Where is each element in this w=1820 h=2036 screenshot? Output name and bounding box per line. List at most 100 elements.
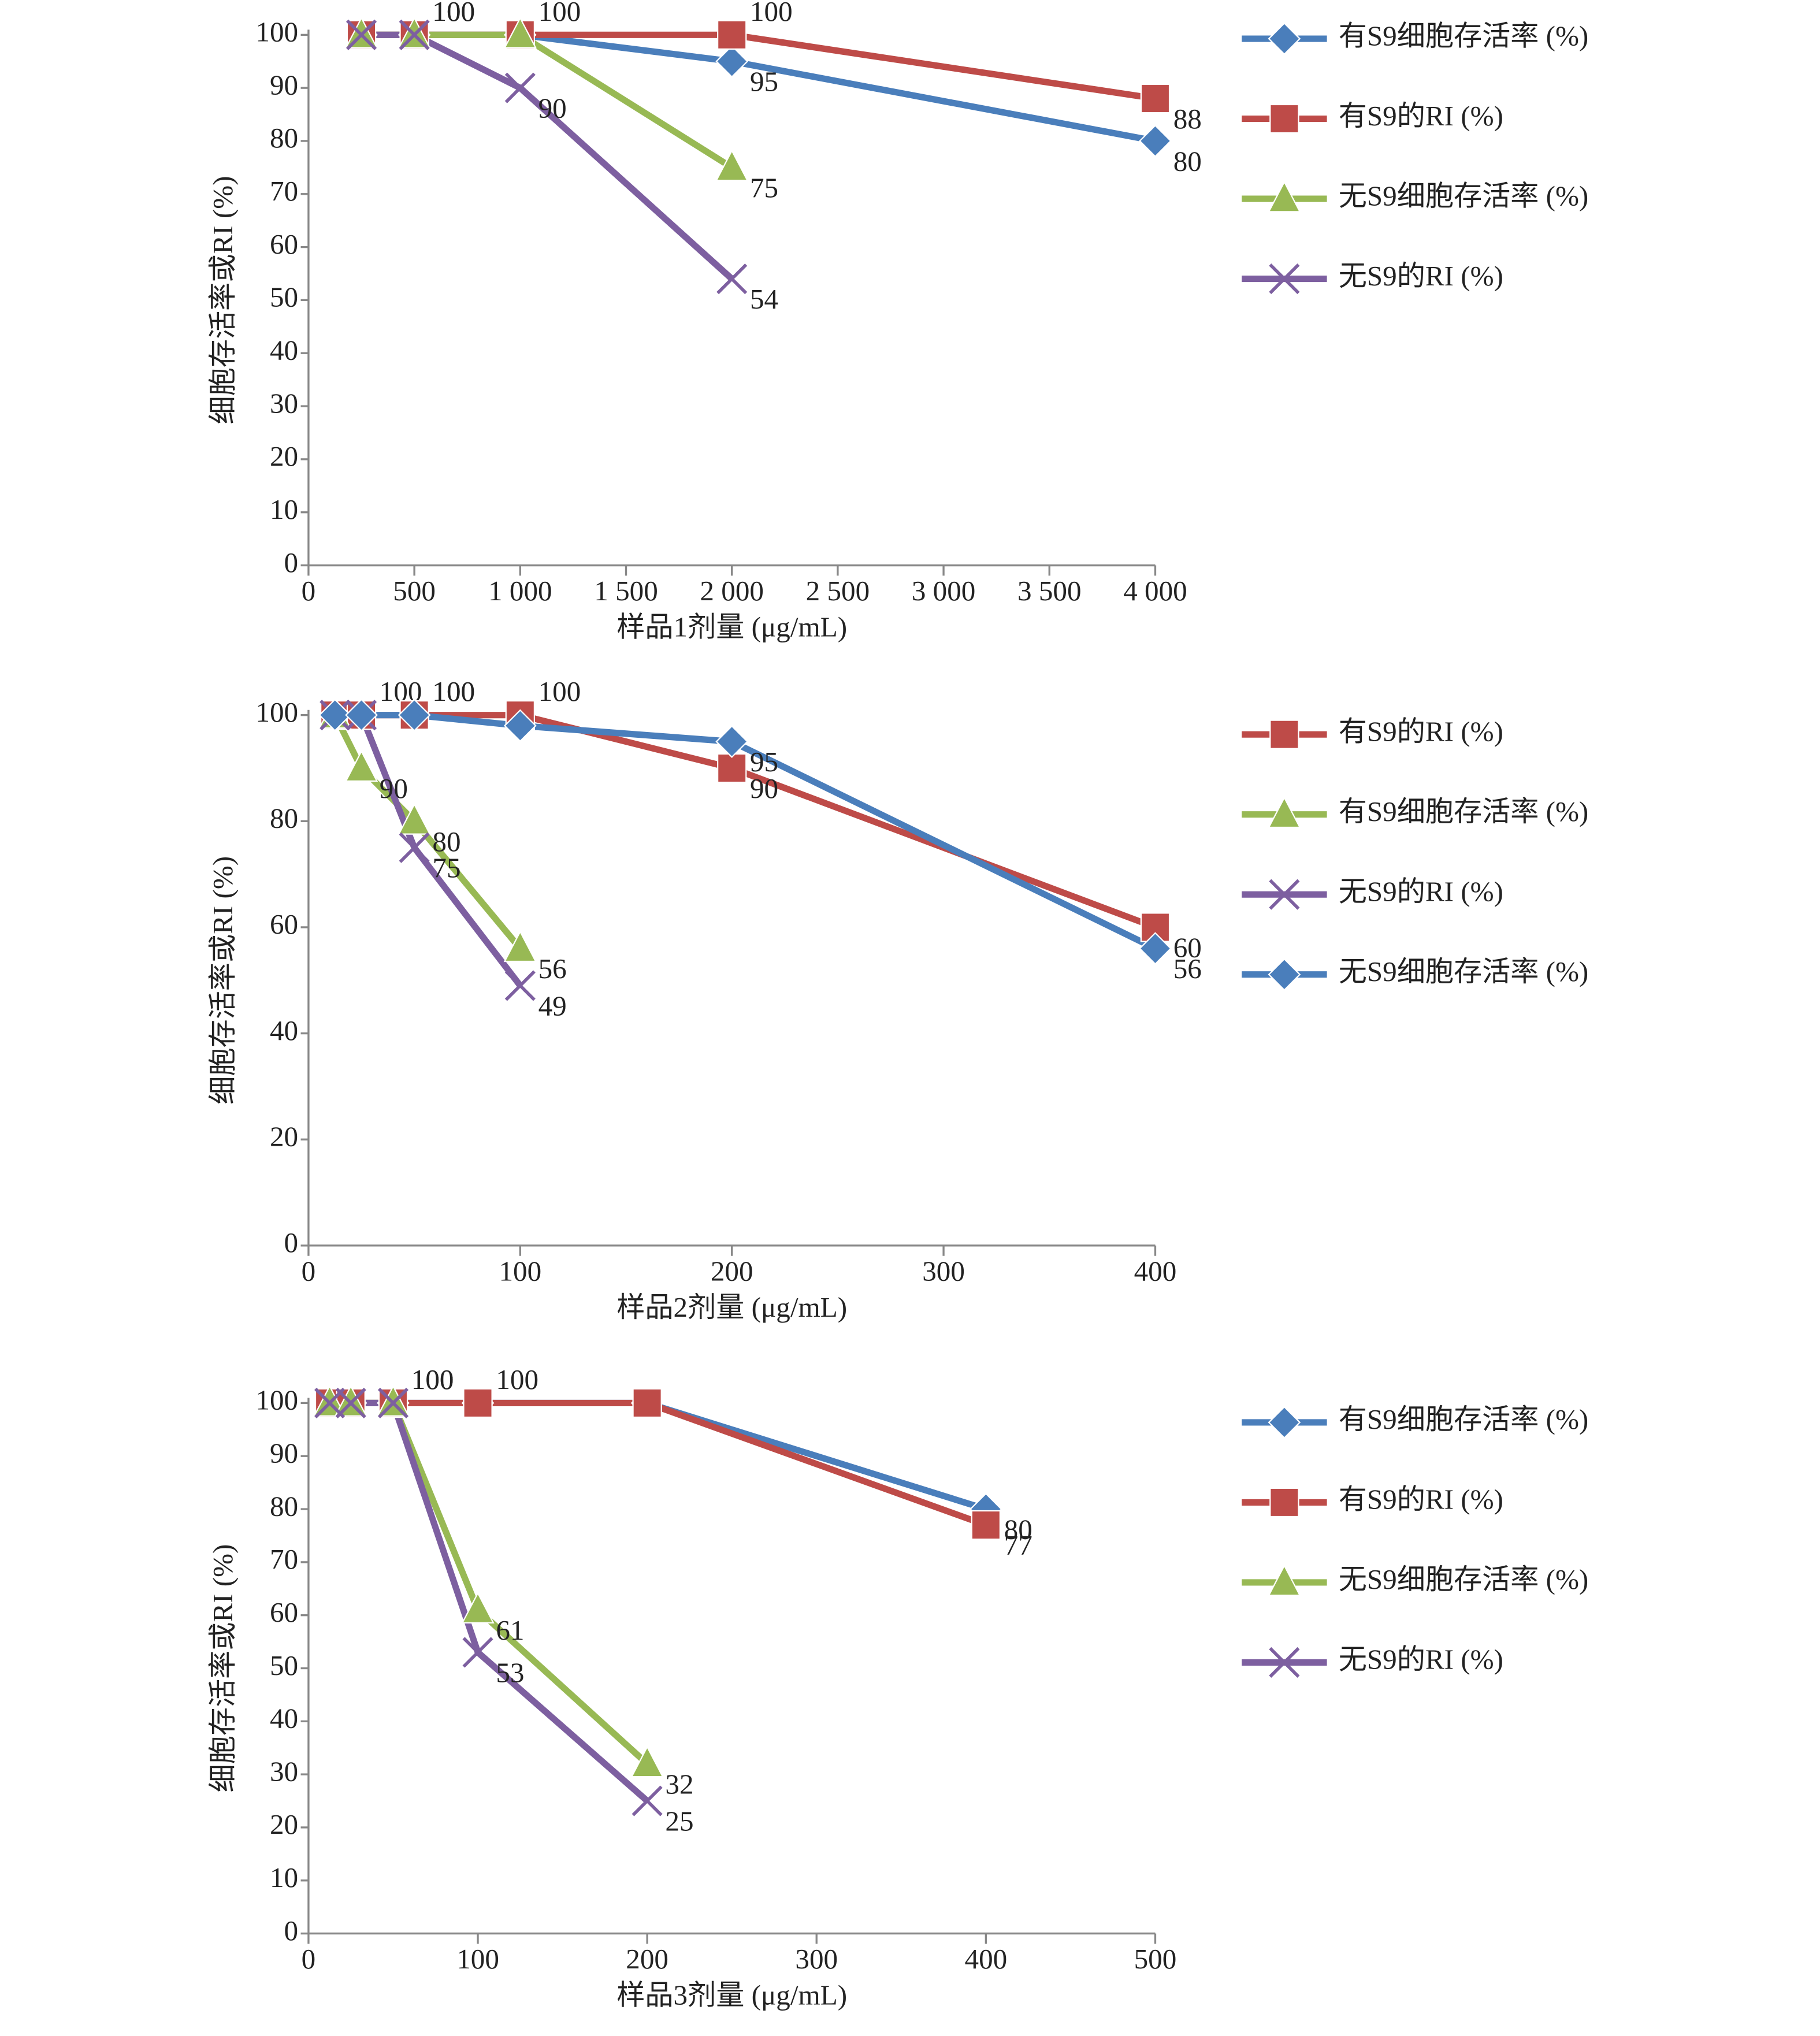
- data-label: 80: [1004, 1514, 1032, 1545]
- legend-label: 有S9细胞存活率 (%): [1339, 20, 1589, 51]
- x-tick-label: 200: [626, 1943, 668, 1975]
- x-tick-label: 200: [711, 1255, 753, 1287]
- data-point: [503, 930, 537, 963]
- y-tick-label: 40: [270, 1015, 298, 1046]
- x-tick-label: 300: [795, 1943, 838, 1975]
- data-point: [399, 19, 430, 50]
- data-point: [1140, 83, 1171, 114]
- x-tick-label: 100: [456, 1943, 499, 1975]
- y-tick-label: 0: [284, 1915, 299, 1946]
- legend-label: 无S9细胞存活率 (%): [1339, 1563, 1589, 1595]
- legend-label: 无S9的RI (%): [1339, 1644, 1503, 1675]
- x-tick-label: 0: [302, 1255, 316, 1287]
- data-label: 100: [538, 0, 581, 27]
- y-tick-label: 30: [270, 387, 298, 419]
- data-point: [715, 725, 749, 758]
- y-tick-label: 30: [270, 1755, 298, 1787]
- legend-marker: [1269, 719, 1299, 749]
- data-point: [715, 44, 749, 78]
- data-label: 75: [750, 172, 778, 203]
- y-tick-label: 20: [270, 1121, 298, 1153]
- y-tick-label: 70: [270, 1543, 298, 1575]
- x-tick-label: 400: [1134, 1255, 1177, 1287]
- y-tick-label: 90: [270, 1437, 298, 1469]
- series-line: [329, 1399, 649, 1766]
- y-tick-label: 80: [270, 122, 298, 154]
- data-label: 100: [496, 1363, 538, 1395]
- legend-label: 有S9的RI (%): [1339, 1484, 1503, 1515]
- y-tick-label: 0: [284, 1227, 299, 1258]
- data-label: 80: [1173, 145, 1202, 177]
- legend-label: 无S9的RI (%): [1339, 875, 1503, 907]
- y-tick-label: 40: [270, 335, 298, 366]
- data-label: 100: [411, 1363, 454, 1395]
- y-tick-label: 60: [270, 1596, 298, 1628]
- data-point: [717, 20, 747, 50]
- data-point: [461, 1592, 495, 1623]
- data-label: 32: [665, 1768, 693, 1800]
- series-line: [361, 31, 734, 281]
- y-tick-label: 0: [284, 547, 299, 578]
- legend-marker: [1268, 796, 1301, 828]
- data-point: [1139, 932, 1172, 965]
- data-label: 100: [432, 0, 475, 27]
- data-label: 25: [665, 1805, 693, 1837]
- data-point: [377, 1387, 409, 1418]
- y-axis-title: 细胞存活率或RI (%): [207, 856, 239, 1105]
- y-tick-label: 70: [270, 175, 298, 207]
- y-tick-label: 100: [255, 696, 298, 728]
- x-tick-label: 1 500: [594, 575, 658, 607]
- y-tick-label: 80: [270, 802, 298, 834]
- data-label: 61: [496, 1614, 524, 1646]
- legend-marker: [1268, 958, 1301, 991]
- data-label: 100: [538, 675, 581, 707]
- legend-marker: [1269, 1647, 1300, 1678]
- data-label: 56: [1173, 953, 1202, 984]
- legend-marker: [1268, 1564, 1301, 1596]
- legend-label: 有S9细胞存活率 (%): [1339, 1403, 1589, 1435]
- x-axis-title: 样品2剂量 (μg/mL): [616, 1291, 847, 1323]
- series-line: [329, 1399, 649, 1804]
- data-point: [398, 699, 431, 732]
- data-label: 80: [432, 826, 460, 857]
- data-point: [971, 1510, 1001, 1540]
- data-point: [398, 802, 431, 835]
- data-point: [503, 709, 537, 742]
- data-point: [463, 1388, 493, 1418]
- data-label: 90: [380, 772, 408, 804]
- data-point: [504, 72, 536, 103]
- y-tick-label: 20: [270, 440, 298, 472]
- data-label: 75: [432, 852, 460, 884]
- y-tick-label: 50: [270, 1649, 298, 1681]
- y-tick-label: 20: [270, 1808, 298, 1840]
- legend-marker: [1269, 263, 1300, 295]
- legend-label: 有S9的RI (%): [1339, 715, 1503, 747]
- data-point: [345, 699, 378, 732]
- x-tick-label: 1 000: [488, 575, 552, 607]
- y-tick-label: 100: [255, 16, 298, 48]
- x-axis-title: 样品1剂量 (μg/mL): [616, 611, 847, 643]
- data-label: 90: [750, 772, 778, 804]
- x-tick-label: 3 000: [912, 575, 976, 607]
- x-tick-label: 300: [922, 1255, 965, 1287]
- x-tick-label: 4 000: [1123, 575, 1187, 607]
- data-point: [503, 16, 537, 49]
- data-label: 95: [750, 66, 778, 98]
- data-label: 56: [538, 953, 567, 984]
- x-tick-label: 2 500: [806, 575, 870, 607]
- data-point: [335, 1387, 366, 1418]
- data-label: 100: [411, 1363, 454, 1395]
- y-tick-label: 10: [270, 493, 298, 525]
- series-line: [332, 714, 523, 951]
- data-label: 49: [538, 990, 567, 1021]
- legend-label: 无S9细胞存活率 (%): [1339, 180, 1589, 211]
- legend-marker: [1269, 879, 1300, 910]
- x-tick-label: 500: [1134, 1943, 1177, 1975]
- data-label: 100: [432, 675, 475, 707]
- data-point: [318, 699, 352, 732]
- data-label: 100: [432, 675, 475, 707]
- x-axis-title: 样品3剂量 (μg/mL): [616, 1979, 847, 2011]
- data-point: [346, 19, 377, 50]
- data-point: [462, 1637, 493, 1668]
